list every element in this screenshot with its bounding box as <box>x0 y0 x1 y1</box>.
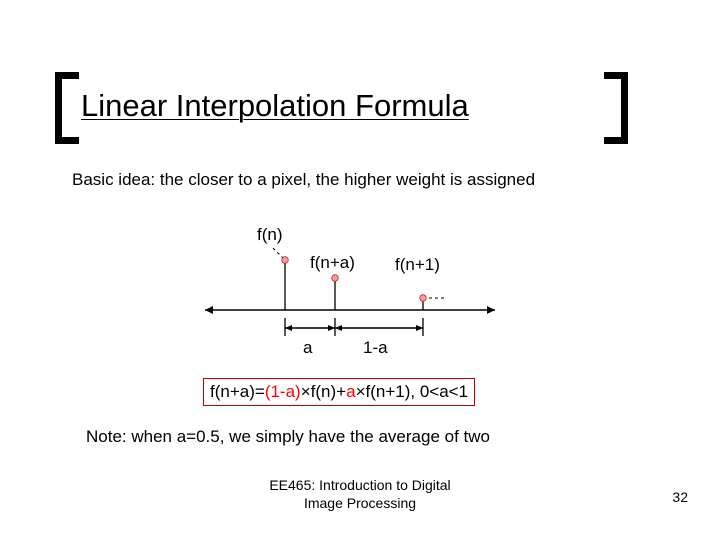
slide-footer: EE465: Introduction to Digital Image Pro… <box>0 477 720 512</box>
formula-w1: (1-a) <box>265 382 301 401</box>
formula-times2: × <box>356 382 366 401</box>
point-fn1 <box>420 295 427 302</box>
formula-box: f(n+a)=(1-a)×f(n)+a×f(n+1), 0<a<1 <box>203 378 475 406</box>
formula-times1: × <box>301 382 311 401</box>
dim-1a-arrow-r <box>416 325 423 331</box>
footer-line1: EE465: Introduction to Digital <box>269 477 450 493</box>
label-fna: f(n+a) <box>310 253 355 272</box>
formula-mid2: f(n+1), 0<a<1 <box>366 382 469 401</box>
slide-note: Note: when a=0.5, we simply have the ave… <box>86 427 490 447</box>
point-fn <box>282 257 289 264</box>
label-1a: 1-a <box>363 338 388 357</box>
footer-line2: Image Processing <box>304 495 416 511</box>
title-container: Linear Interpolation Formula <box>55 88 615 148</box>
page-number: 32 <box>672 489 688 505</box>
label-fn1: f(n+1) <box>395 255 440 274</box>
label-a: a <box>303 338 313 357</box>
axis-arrow-left <box>205 306 213 314</box>
diagram-svg: f(n) f(n+a) f(n+1) a 1-a <box>195 210 535 360</box>
point-fna <box>332 275 339 282</box>
formula-mid1: f(n)+ <box>311 382 346 401</box>
dim-a-arrow-l <box>285 325 292 331</box>
label-fn: f(n) <box>257 225 283 244</box>
formula-w2: a <box>346 382 355 401</box>
dim-a-arrow-r <box>328 325 335 331</box>
formula-prefix: f(n+a)= <box>210 382 265 401</box>
axis-arrow-right <box>487 306 495 314</box>
interpolation-diagram: f(n) f(n+a) f(n+1) a 1-a <box>195 210 535 360</box>
slide-subtitle: Basic idea: the closer to a pixel, the h… <box>72 170 535 190</box>
slide-title: Linear Interpolation Formula <box>55 88 615 124</box>
dim-1a-arrow-l <box>335 325 342 331</box>
